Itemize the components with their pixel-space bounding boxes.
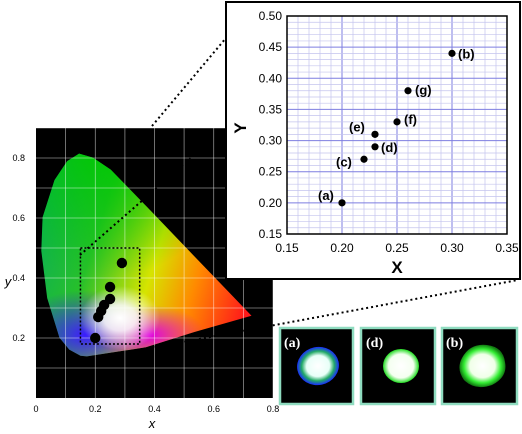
inset-point-label: (a) <box>318 188 334 203</box>
cie-x-tick-label: 0.8 <box>267 404 280 414</box>
zoomed-inset-panel: (a)(c)(d)(e) (f)(g)(b) 0.15 0.20 0.25 0.30 0.… <box>225 1 521 280</box>
inset-y-axis-label: Y <box>231 122 250 134</box>
zoom-connector-mid <box>79 149 201 256</box>
inset-data-point <box>338 199 346 207</box>
inset-x-tick-label: 0.30 <box>440 241 464 255</box>
inset-data-point <box>393 118 401 126</box>
cie-y-tick-labels: 0.2 0.4 0.6 0.8 <box>12 153 25 343</box>
cie-x-tick-labels: 0 0.2 0.4 0.6 0.8 <box>33 404 279 414</box>
inset-x-tick-label: 0.35 <box>495 241 519 255</box>
inset-y-tick-labels: 0.15 0.20 0.25 0.30 0.35 0.40 0.45 0.50 <box>259 9 283 241</box>
inset-data-point <box>371 143 379 151</box>
inset-point-label: (g) <box>415 83 432 98</box>
cie-data-point <box>104 281 116 293</box>
zoom-connector-bottom <box>139 279 519 351</box>
cie-x-axis-label: x <box>148 416 156 431</box>
inset-data-point <box>404 87 412 95</box>
cie-x-tick-label: 0.6 <box>207 404 220 414</box>
inset-grid <box>286 15 508 235</box>
inset-y-tick-label: 0.15 <box>259 227 283 241</box>
inset-plot-border <box>286 15 508 235</box>
inset-x-tick-labels: 0.15 0.20 0.25 0.30 0.35 <box>275 241 519 255</box>
inset-data-points <box>338 49 456 207</box>
thumbnail-a: (a) <box>278 326 355 406</box>
inset-data-point <box>448 49 456 57</box>
cie-y-axis-label: y <box>4 274 13 289</box>
inset-point-label: (f) <box>404 112 417 127</box>
inset-point-label: (d) <box>381 140 398 155</box>
inset-point-label: (e) <box>349 119 365 134</box>
cie-data-point <box>116 257 128 269</box>
inset-point-label: (b) <box>458 46 475 61</box>
inset-data-point <box>371 130 379 138</box>
inset-x-tick-label: 0.15 <box>275 241 299 255</box>
inset-y-tick-label: 0.50 <box>259 9 283 23</box>
inset-x-tick-label: 0.25 <box>385 241 409 255</box>
cie-zoom-region-box <box>79 247 141 345</box>
cie-x-tick-label: 0.2 <box>89 404 102 414</box>
cie-data-point <box>104 293 116 305</box>
cie-x-tick-label: 0 <box>33 404 38 414</box>
inset-y-tick-label: 0.30 <box>259 134 283 148</box>
inset-x-tick-label: 0.20 <box>330 241 354 255</box>
inset-data-point <box>360 155 368 163</box>
luminescence-thumbnails: (a) (d) (b) <box>278 326 519 406</box>
thumbnail-b-label: (b) <box>446 336 463 351</box>
cie-y-tick-label: 0.8 <box>12 153 25 163</box>
thumbnail-a-label: (a) <box>284 336 301 351</box>
thumbnail-d: (d) <box>359 326 437 406</box>
thumbnail-d-label: (d) <box>366 336 383 351</box>
cie-y-tick-label: 0.4 <box>12 273 25 283</box>
inset-y-tick-label: 0.45 <box>259 40 283 54</box>
inset-y-tick-label: 0.25 <box>259 165 283 179</box>
inset-x-axis-label: X <box>391 258 403 277</box>
cie-x-tick-label: 0.4 <box>148 404 161 414</box>
inset-y-tick-label: 0.35 <box>259 102 283 116</box>
cie-y-tick-label: 0.6 <box>12 213 25 223</box>
cie-data-point <box>90 332 101 344</box>
cie-y-tick-label: 0.2 <box>12 333 25 343</box>
inset-y-tick-label: 0.20 <box>259 196 283 210</box>
cie-data-points <box>90 257 128 344</box>
thumbnail-b: (b) <box>440 326 519 406</box>
zoom-connector-top <box>151 37 227 127</box>
inset-point-labels: (a) (c) (d) (e) (f) (g) (b) <box>318 46 475 202</box>
inset-y-tick-label: 0.40 <box>259 71 283 85</box>
inset-point-label: (c) <box>336 154 352 169</box>
